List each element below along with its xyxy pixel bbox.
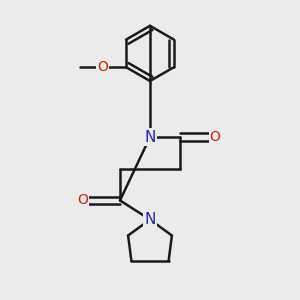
Text: O: O: [97, 60, 108, 74]
Text: N: N: [144, 130, 156, 145]
Text: N: N: [144, 212, 156, 227]
Text: O: O: [210, 130, 220, 144]
Text: O: O: [77, 194, 88, 207]
